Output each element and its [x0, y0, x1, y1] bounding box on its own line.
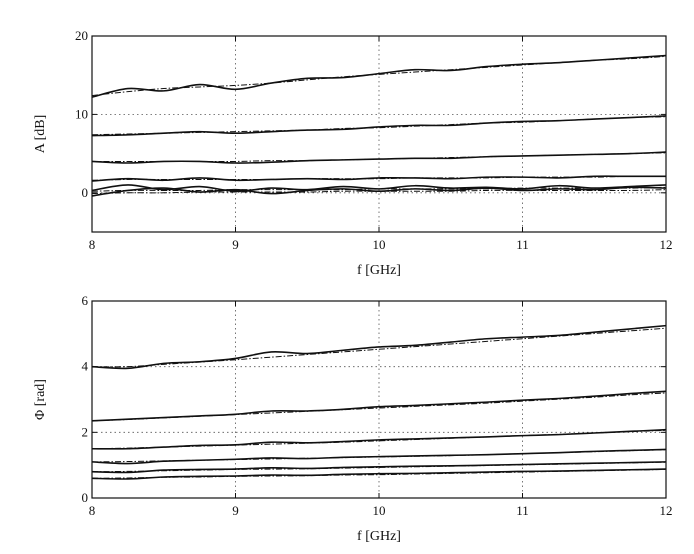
y-tick-label-0: 0 — [82, 490, 89, 505]
x-tick-label-1: 9 — [232, 237, 239, 252]
x-tick-label-0: 8 — [89, 237, 96, 252]
y-tick-label-2: 4 — [82, 359, 89, 374]
y-tick-label-3: 6 — [82, 293, 89, 308]
series-line-7 — [91, 449, 667, 463]
series-line-3 — [91, 392, 667, 422]
y-tick-label-1: 10 — [75, 106, 88, 121]
x-tick-label-0: 8 — [89, 503, 96, 518]
series-line-0 — [91, 324, 667, 370]
x-tick-label-4: 12 — [660, 503, 673, 518]
series-line-11 — [91, 468, 667, 479]
series-line-3 — [91, 116, 667, 136]
amplitude-plot: 8 9 10 11 12 0 10 20 f [GHz] A [dB] — [33, 28, 673, 278]
y-axis-label: A [dB] — [33, 115, 48, 154]
phase-plot: 8 9 10 11 12 0 2 4 6 f [GHz] Φ [rad] — [33, 293, 673, 544]
series-line-5 — [91, 429, 667, 450]
series-line-5 — [92, 152, 667, 162]
series-line-6 — [91, 448, 667, 465]
y-tick-label-2: 20 — [75, 28, 88, 43]
x-tick-label-2: 10 — [373, 503, 386, 518]
series-line-11 — [91, 189, 667, 195]
x-tick-label-3: 11 — [516, 503, 529, 518]
x-axis-label: f [GHz] — [357, 263, 401, 278]
series-line-9 — [91, 461, 667, 473]
x-tick-label-2: 10 — [373, 237, 386, 252]
series-line-8 — [91, 184, 667, 193]
series-line-7 — [91, 175, 667, 181]
series-line-10 — [91, 186, 667, 192]
series-line-1 — [91, 55, 667, 97]
y-tick-label-1: 2 — [82, 424, 89, 439]
series-line-1 — [91, 327, 667, 368]
y-tick-label-0: 0 — [82, 185, 89, 200]
x-tick-label-1: 9 — [232, 503, 239, 518]
x-axis-label: f [GHz] — [357, 529, 401, 544]
series-line-9 — [91, 186, 667, 197]
x-tick-label-3: 11 — [516, 237, 529, 252]
y-axis-label: Φ [rad] — [33, 379, 48, 420]
x-tick-label-4: 12 — [660, 237, 673, 252]
series-line-0 — [91, 54, 667, 98]
